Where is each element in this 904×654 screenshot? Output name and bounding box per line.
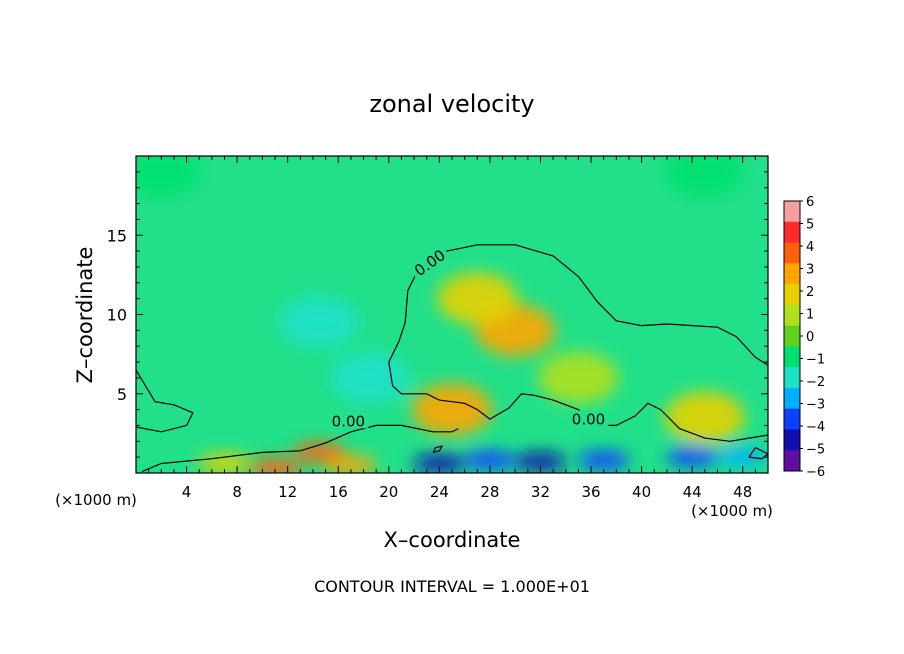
contour-label-bg	[408, 244, 451, 281]
velocity-blob	[514, 451, 567, 472]
colorbar-tick-label: 5	[806, 218, 814, 233]
x-tick-label: 44	[683, 483, 702, 501]
y-tick-label: 10	[107, 306, 127, 325]
colorbar-swatch	[784, 304, 800, 327]
zero-contour-line	[748, 446, 768, 460]
colorbar-swatch	[784, 450, 800, 472]
velocity-blob	[279, 296, 360, 349]
colorbar: 6 5 4 3 2 1 0 −1 −2 −3 −4 −5 −6	[783, 195, 825, 480]
x-tick-label: 20	[379, 483, 398, 501]
velocity-blob	[413, 453, 466, 473]
colorbar-tick-label: −6	[806, 465, 825, 480]
colorbar-tick-label: −3	[806, 398, 825, 413]
colorbar-tick-label: −2	[806, 375, 825, 390]
zero-contour-line	[388, 244, 768, 366]
x-tick-label: 28	[480, 483, 499, 501]
velocity-blob	[664, 391, 745, 444]
velocity-blob	[293, 442, 346, 463]
zero-contours: 0.000.00 0.00	[136, 244, 768, 472]
colorbar-tick-label: −4	[806, 420, 825, 435]
zero-contour-line	[136, 369, 194, 433]
x-tick-label: 16	[329, 483, 348, 501]
velocity-blob	[437, 272, 518, 325]
colorbar-swatch	[784, 387, 800, 410]
colorbar-swatch	[784, 242, 800, 264]
plot-area: 0.000.00 0.00	[136, 156, 768, 473]
velocity-blob	[136, 156, 202, 198]
colorbar-tick-label: 0	[806, 330, 814, 345]
zero-contour-line	[432, 445, 444, 453]
colorbar-tick-label: 3	[806, 263, 814, 278]
contour-interval-note: CONTOUR INTERVAL = 1.000E+01	[314, 577, 590, 596]
colorbar-swatch	[784, 429, 800, 451]
zero-contour-line	[388, 362, 768, 442]
chart-title: zonal velocity	[369, 90, 534, 118]
velocity-blob	[664, 156, 745, 198]
colorbar-tick-label: −5	[806, 443, 825, 458]
x-tick-label: 36	[581, 483, 600, 501]
contour-label: 0.00	[568, 410, 609, 429]
colorbar-swatch	[784, 221, 800, 244]
colorbar-tick-label: 4	[806, 240, 814, 255]
colorbar-swatch	[784, 408, 800, 430]
y-tick-label: 5	[117, 385, 127, 404]
x-tick-label: 4	[182, 483, 192, 501]
velocity-blob	[716, 447, 768, 468]
velocity-blob	[412, 383, 492, 436]
zero-contour-line	[142, 424, 459, 472]
colorbar-swatch	[784, 284, 800, 306]
contour-label-text: 0.00	[332, 412, 365, 430]
x-axis: 4 8 12 16 20 24 28 32 36 40 44 48	[148, 156, 756, 501]
colorbar-tick-label: 1	[806, 308, 814, 323]
colorbar-tick-label: −1	[806, 353, 825, 368]
x-unit-label-right: (×1000 m)	[691, 502, 773, 520]
colorbar-swatch	[784, 346, 800, 368]
y-axis-label: Z–coordinate	[73, 247, 97, 384]
contour-label: 0.00	[328, 412, 369, 430]
contour-label-text: 0.00	[572, 411, 605, 429]
velocity-blob	[249, 458, 302, 473]
velocity-blob	[463, 450, 516, 471]
velocity-blob	[577, 450, 630, 471]
x-tick-label: 24	[430, 483, 449, 501]
x-tick-label: 12	[278, 483, 297, 501]
contour-label-bg	[568, 410, 609, 427]
colorbar-swatch	[784, 201, 800, 223]
colorbar-tick-label: 6	[806, 195, 814, 210]
x-tick-label: 8	[232, 483, 242, 501]
x-tick-label: 48	[733, 483, 752, 501]
x-tick-label: 40	[632, 483, 651, 501]
velocity-blob	[666, 447, 719, 468]
velocity-blob	[538, 351, 619, 404]
colorbar-tick-label: 2	[806, 285, 814, 300]
colorbar-swatch	[784, 263, 800, 285]
contour-label-bg	[328, 412, 369, 429]
colorbar-swatch	[784, 367, 800, 389]
y-axis: 5 10 15	[107, 171, 768, 458]
x-unit-label-left: (×1000 m)	[55, 491, 137, 509]
colorbar-swatch	[784, 325, 800, 347]
x-axis-label: X–coordinate	[384, 528, 521, 552]
y-tick-label: 15	[107, 226, 127, 245]
velocity-blob	[329, 351, 410, 404]
x-tick-label: 32	[531, 483, 550, 501]
